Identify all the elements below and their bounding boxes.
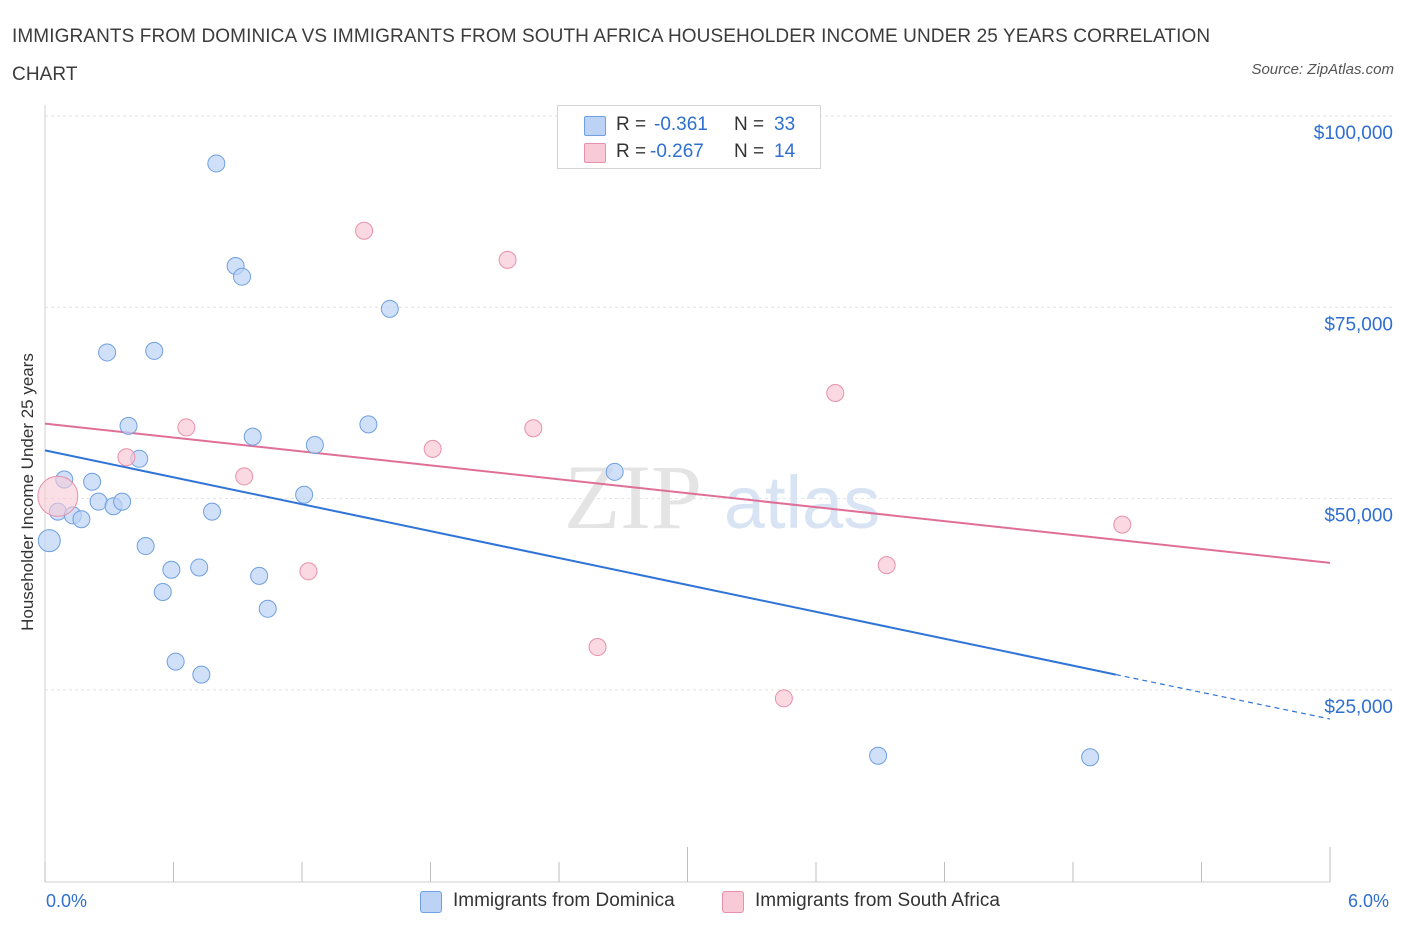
point-dominica — [192, 665, 211, 684]
watermark: ZIP atlas — [564, 446, 880, 548]
chart-title: IMMIGRANTS FROM DOMINICA VS IMMIGRANTS F… — [12, 26, 1211, 85]
legend-n-value: 14 — [774, 141, 796, 162]
data-points — [37, 154, 1132, 767]
point-dominica — [207, 154, 226, 173]
point-dominica — [258, 599, 277, 618]
source-label: Source: ZipAtlas.com — [1251, 61, 1394, 78]
point-south-africa — [37, 475, 79, 517]
legend-n-label: N = — [734, 114, 765, 135]
watermark-zip: ZIP — [564, 446, 702, 548]
point-dominica — [869, 746, 888, 765]
correlation-legend: R = -0.361 N = 33 R = -0.267 N = 14 — [557, 105, 821, 169]
legend-swatch-south-africa — [584, 143, 606, 163]
point-south-africa — [423, 439, 442, 458]
point-south-africa — [524, 419, 543, 438]
trend-line-extension-0 — [1115, 674, 1331, 720]
point-dominica — [145, 341, 164, 360]
point-dominica — [250, 566, 269, 585]
bottom-legend-label-south-africa: Immigrants from South Africa — [755, 890, 1000, 911]
point-south-africa — [117, 448, 136, 467]
point-south-africa — [877, 556, 896, 575]
point-south-africa — [299, 562, 318, 581]
point-south-africa — [355, 221, 374, 240]
point-south-africa — [1113, 515, 1132, 534]
point-dominica — [37, 529, 61, 553]
point-south-africa — [177, 418, 196, 437]
trend-line-0 — [44, 449, 1117, 676]
y-tick-label: $50,000 — [1324, 506, 1393, 527]
point-dominica — [119, 416, 138, 435]
legend-r-value: -0.361 — [654, 114, 708, 135]
gridlines — [45, 115, 1392, 691]
legend-r-label: R = — [616, 114, 647, 135]
point-dominica — [162, 560, 181, 579]
point-south-africa — [826, 384, 845, 403]
legend-swatch-dominica — [584, 116, 606, 136]
bottom-legend-swatch-south-africa — [722, 891, 744, 913]
point-dominica — [243, 427, 262, 446]
point-dominica — [605, 462, 624, 481]
point-dominica — [1081, 748, 1100, 767]
legend-r-value: -0.267 — [650, 141, 704, 162]
point-dominica — [89, 492, 108, 511]
y-tick-label: $100,000 — [1314, 123, 1393, 144]
y-tick-label: $75,000 — [1324, 314, 1393, 335]
point-dominica — [305, 436, 324, 455]
point-south-africa — [588, 638, 607, 657]
x-tick-label-min: 0.0% — [46, 891, 88, 911]
point-dominica — [295, 485, 314, 504]
trend-line-1 — [44, 422, 1331, 564]
trend-lines — [44, 422, 1331, 720]
watermark-atlas: atlas — [724, 461, 880, 544]
point-dominica — [83, 472, 102, 491]
y-axis-label: Householder Income Under 25 years — [18, 353, 37, 631]
legend-n-label: N = — [734, 141, 765, 162]
point-dominica — [72, 510, 91, 529]
point-dominica — [98, 343, 117, 362]
point-dominica — [233, 267, 252, 286]
point-dominica — [190, 558, 209, 577]
point-dominica — [166, 652, 185, 671]
y-tick-label: $25,000 — [1324, 697, 1393, 718]
bottom-legend-swatch-dominica — [420, 891, 442, 913]
y-tick-labels: $25,000 $50,000 $75,000 $100,000 — [1314, 123, 1393, 718]
point-south-africa — [774, 689, 793, 708]
point-dominica — [113, 492, 132, 511]
point-dominica — [359, 415, 378, 434]
bottom-legend-label-dominica: Immigrants from Dominica — [453, 890, 675, 911]
point-south-africa — [498, 250, 517, 269]
legend-r-label: R = — [616, 141, 647, 162]
point-dominica — [380, 299, 399, 318]
legend-n-value: 33 — [774, 114, 796, 135]
point-south-africa — [235, 467, 254, 486]
point-dominica — [153, 582, 172, 601]
point-dominica — [136, 537, 155, 556]
point-dominica — [203, 502, 222, 521]
x-tick-label-max: 6.0% — [1348, 891, 1390, 911]
